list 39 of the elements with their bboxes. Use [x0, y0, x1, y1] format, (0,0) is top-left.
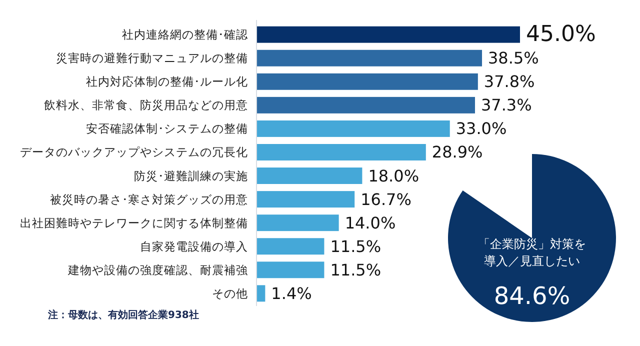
y-tick-label: 安否確認体制･システムの整備: [86, 122, 248, 136]
bar: [257, 191, 355, 208]
bar: [257, 73, 478, 90]
data-label: 38.5%: [488, 48, 539, 68]
y-tick-label: 防災･避難訓練の実施: [134, 168, 248, 183]
y-tick-label: 建物や設備の強度確認、耐震補強: [67, 262, 248, 277]
data-label: 11.5%: [330, 236, 382, 256]
bar: [257, 262, 324, 278]
y-tick-label: 被災時の暑さ･寒さ対策グッズの用意: [50, 192, 248, 206]
text: 注：母数は、有効回答企業938社: [47, 309, 199, 321]
data-label: 84.6%: [494, 282, 570, 310]
data-label: 14.0%: [344, 213, 396, 232]
y-tick-label: 飲料水、非常食、防災用品などの用意: [44, 98, 248, 112]
bar: [257, 214, 339, 232]
data-label: 37.8%: [484, 72, 535, 92]
data-label: 28.9%: [432, 142, 483, 162]
bar: [257, 144, 426, 160]
y-tick-label: その他: [212, 286, 248, 300]
bar: [257, 96, 475, 114]
y-tick-label: 出社困難時やテレワークに関する体制整備: [20, 216, 248, 230]
bar: [257, 168, 362, 184]
data-label: 45.0%: [526, 22, 596, 48]
bar: [257, 120, 450, 137]
data-label: 37.3%: [481, 96, 532, 115]
data-label: 33.0%: [456, 119, 507, 138]
y-tick-label: 自家発電設備の導入: [140, 239, 248, 254]
data-label: 11.5%: [330, 260, 382, 280]
bar: [257, 238, 324, 255]
data-label: 18.0%: [368, 166, 420, 186]
y-tick-label: 社内連絡網の整備･確認: [122, 28, 248, 42]
bar: [257, 285, 266, 302]
y-tick-label: データのバックアップやシステムの冗長化: [20, 145, 248, 160]
slice-label: 「企業防災」対策を導入／見直したい: [478, 237, 586, 268]
bar: [257, 50, 482, 66]
y-tick-label: 社内対応体制の整備･ルール化: [86, 74, 248, 89]
data-label: 16.7%: [360, 190, 412, 209]
y-tick-label: 災害時の避難行動マニュアルの整備: [56, 51, 248, 66]
bar: [257, 26, 520, 43]
data-label: 1.4%: [271, 284, 312, 303]
